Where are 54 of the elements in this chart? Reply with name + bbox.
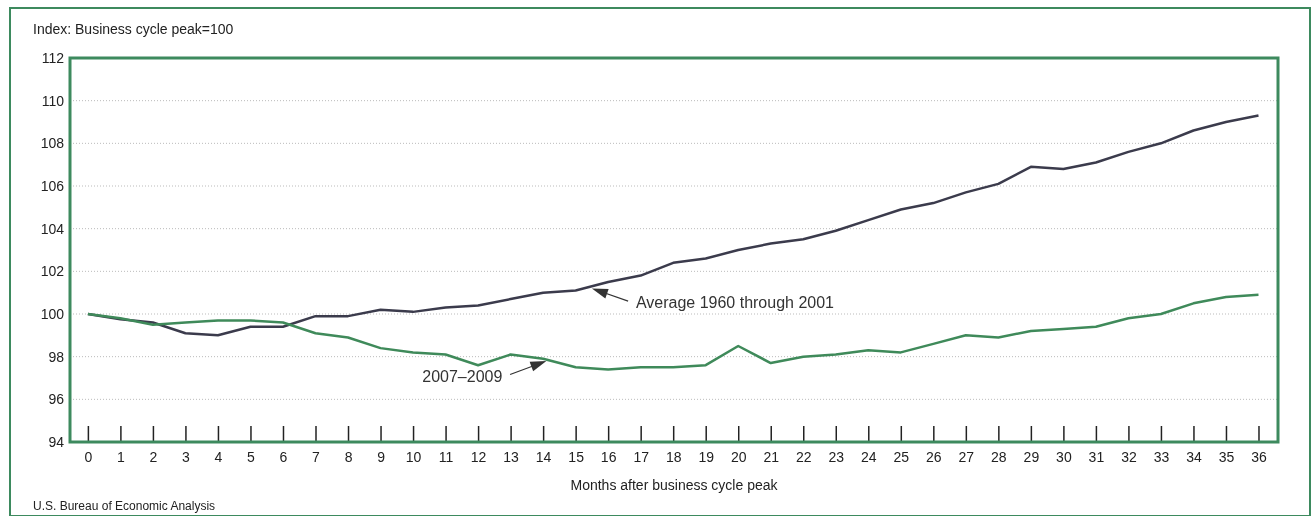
annotation: Average 1960 through 2001 <box>635 294 835 312</box>
x-tick-label: 36 <box>1251 448 1267 465</box>
y-tick-label: 102 <box>40 263 65 280</box>
x-tick-label: 27 <box>958 448 975 465</box>
y-tick-label: 94 <box>48 433 65 450</box>
x-tick-label: 23 <box>828 448 845 465</box>
x-tick-label: 22 <box>795 448 812 465</box>
x-tick-label: 3 <box>182 448 191 465</box>
x-tick-label: 14 <box>535 448 552 465</box>
x-tick-label: 25 <box>893 448 910 465</box>
y-tick-label: 108 <box>40 135 65 152</box>
x-tick-label: 34 <box>1186 448 1202 465</box>
line-series <box>86 293 1260 371</box>
x-tick-label: 26 <box>926 448 942 465</box>
x-tick-label: 29 <box>1023 448 1040 465</box>
y-tick-label: 96 <box>48 391 65 408</box>
x-tick-label: 24 <box>861 448 877 465</box>
x-tick-label: 8 <box>344 448 353 465</box>
x-tick-label: 32 <box>1121 448 1137 465</box>
line-series <box>86 114 1260 337</box>
y-tick-label: 104 <box>40 220 65 237</box>
x-tick-label: 17 <box>633 448 650 465</box>
y-tick-label: 106 <box>40 177 65 194</box>
x-tick-label: 13 <box>503 448 520 465</box>
x-tick-label: 15 <box>568 448 585 465</box>
x-tick-label: 19 <box>698 448 715 465</box>
x-tick-label: 21 <box>763 448 780 465</box>
x-tick-label: 33 <box>1153 448 1170 465</box>
x-tick-label: 35 <box>1218 448 1235 465</box>
x-tick-label: 30 <box>1056 448 1072 465</box>
x-tick-label: 9 <box>377 448 386 465</box>
y-tick-label: 110 <box>41 92 65 109</box>
y-tick-label: 112 <box>41 49 65 66</box>
x-tick-label: 12 <box>470 448 487 465</box>
x-tick-label: 5 <box>247 448 256 465</box>
x-tick-label: 31 <box>1088 448 1105 465</box>
y-tick-label: 100 <box>40 305 65 322</box>
x-tick-label: 28 <box>991 448 1007 465</box>
x-tick-label: 1 <box>117 448 125 465</box>
text: U.S. Bureau of Economic Analysis <box>33 499 216 513</box>
x-tick-label: 6 <box>279 448 288 465</box>
x-axis-title: Months after business cycle peak <box>570 477 779 493</box>
x-tick-label: 7 <box>312 448 321 465</box>
x-tick-label: 2 <box>149 448 158 465</box>
x-tick-label: 16 <box>600 448 617 465</box>
annotation: 2007–2009 <box>422 367 503 385</box>
x-tick-label: 20 <box>730 448 747 465</box>
x-tick-label: 0 <box>84 448 93 465</box>
y-tick-label: 98 <box>48 348 65 365</box>
x-tick-label: 11 <box>438 448 454 465</box>
x-tick-label: 18 <box>665 448 682 465</box>
x-tick-label: 4 <box>214 448 223 465</box>
y-axis-title: Index: Business cycle peak=100 <box>33 21 234 37</box>
x-tick-label: 10 <box>405 448 422 465</box>
